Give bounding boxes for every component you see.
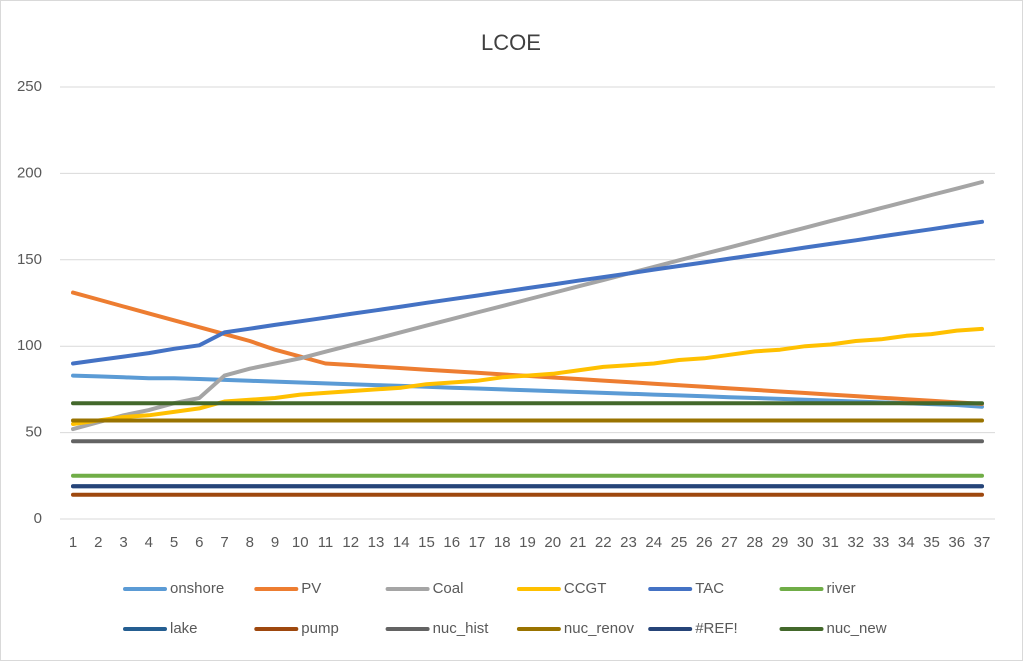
x-tick-label: 1: [69, 534, 77, 551]
x-tick-label: 11: [318, 534, 334, 551]
x-tick-label: 2: [94, 534, 102, 551]
series-line: [71, 373, 984, 409]
x-tick-label: 21: [570, 534, 587, 551]
legend-label: nuc_hist: [433, 620, 490, 637]
x-tick-label: 3: [119, 534, 127, 551]
x-tick-label: 28: [746, 534, 763, 551]
x-tick-label: 31: [822, 534, 839, 551]
chart-title: LCOE: [481, 30, 541, 55]
legend-label: pump: [301, 620, 339, 637]
x-tick-label: 32: [847, 534, 864, 551]
x-tick-label: 10: [292, 534, 309, 551]
legend-label: nuc_renov: [564, 620, 635, 637]
x-tick-label: 6: [195, 534, 203, 551]
x-tick-label: 15: [418, 534, 435, 551]
x-tick-label: 35: [923, 534, 940, 551]
x-tick-label: 4: [145, 534, 153, 551]
y-tick-label: 0: [34, 510, 42, 527]
x-tick-label: 5: [170, 534, 178, 551]
legend-label: river: [827, 580, 856, 597]
x-tick-label: 22: [595, 534, 612, 551]
x-tick-label: 27: [721, 534, 738, 551]
x-tick-label: 8: [246, 534, 254, 551]
y-tick-label: 200: [17, 164, 42, 181]
legend-label: nuc_new: [827, 620, 887, 637]
x-tick-label: 26: [696, 534, 713, 551]
series-line: [71, 180, 984, 432]
y-tick-label: 150: [17, 251, 42, 268]
x-tick-label: 29: [772, 534, 789, 551]
x-tick-label: 25: [671, 534, 688, 551]
x-tick-label: 13: [368, 534, 385, 551]
x-tick-label: 20: [544, 534, 561, 551]
x-tick-label: 17: [469, 534, 486, 551]
legend-label: CCGT: [564, 580, 607, 597]
y-tick-label: 100: [17, 337, 42, 354]
series-line: [71, 219, 984, 366]
legend-label: TAC: [695, 580, 724, 597]
x-tick-label: 30: [797, 534, 814, 551]
y-tick-label: 250: [17, 78, 42, 95]
x-tick-label: 23: [620, 534, 637, 551]
legend-label: Coal: [433, 580, 464, 597]
x-tick-label: 34: [898, 534, 915, 551]
x-tick-label: 14: [393, 534, 410, 551]
legend-label: #REF!: [695, 620, 738, 637]
x-tick-label: 18: [494, 534, 511, 551]
x-tick-label: 36: [948, 534, 965, 551]
x-tick-label: 37: [974, 534, 991, 551]
x-tick-label: 24: [645, 534, 662, 551]
legend-label: PV: [301, 580, 321, 597]
x-tick-label: 33: [873, 534, 890, 551]
y-tick-label: 50: [25, 424, 42, 441]
x-tick-label: 12: [342, 534, 359, 551]
x-tick-label: 16: [443, 534, 460, 551]
x-tick-label: 19: [519, 534, 536, 551]
legend-label: lake: [170, 620, 198, 637]
legend-label: onshore: [170, 580, 224, 597]
x-tick-label: 7: [220, 534, 228, 551]
x-tick-label: 9: [271, 534, 279, 551]
